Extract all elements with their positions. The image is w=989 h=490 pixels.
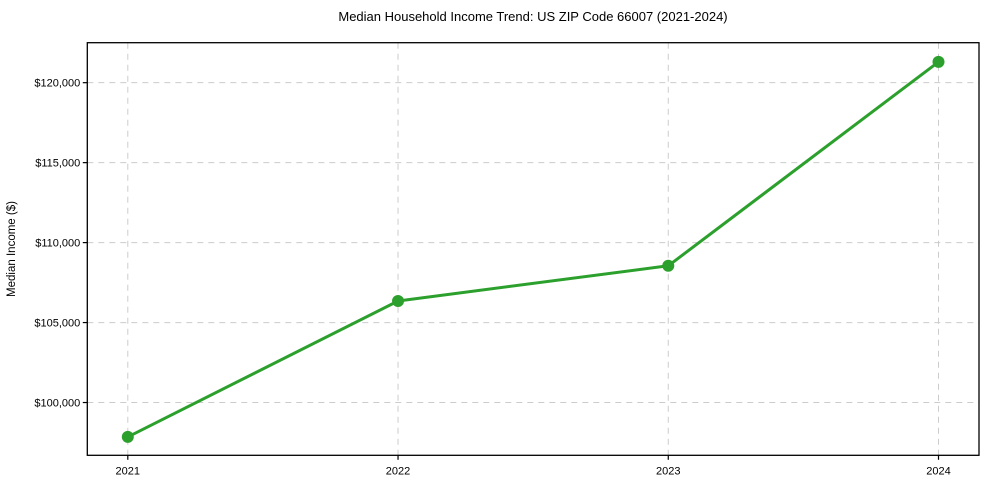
plot-border bbox=[86, 42, 980, 456]
data-series bbox=[121, 55, 945, 443]
y-tick-label: $120,000 bbox=[34, 77, 80, 89]
y-axis-label: Median Income ($) bbox=[6, 201, 18, 297]
data-point bbox=[392, 294, 405, 307]
y-tick-label: $110,000 bbox=[35, 237, 80, 249]
gridlines bbox=[87, 42, 979, 456]
x-tick-label: 2024 bbox=[926, 465, 950, 477]
data-point bbox=[932, 55, 945, 68]
x-tick-label: 2021 bbox=[116, 465, 140, 477]
axis-ticks: $100,000 $105,000 $110,000 $115,000 $120,000… bbox=[34, 77, 950, 477]
y-tick-label: $115,000 bbox=[35, 157, 80, 169]
x-tick-label: 2023 bbox=[656, 465, 680, 477]
data-point bbox=[121, 430, 134, 443]
y-tick-label: $100,000 bbox=[34, 397, 80, 409]
chart-title: Median Household Income Trend: US ZIP Co… bbox=[338, 9, 727, 24]
y-tick-label: $105,000 bbox=[34, 317, 80, 329]
data-point bbox=[662, 259, 675, 272]
x-tick-label: 2022 bbox=[386, 465, 410, 477]
trend-line bbox=[126, 60, 940, 439]
